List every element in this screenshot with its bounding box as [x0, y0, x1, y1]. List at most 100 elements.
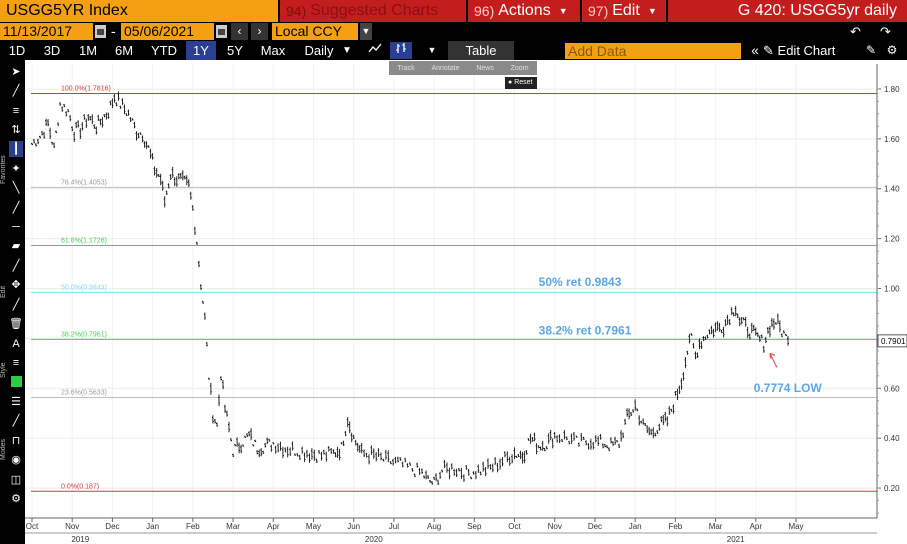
- side-toolbar: ➤ ╱ ≡ ⇅ ┃ ✦ ╲ ╱ ─ ▰ ╱ ✥ ╱ 🗑 A ≡ ☰ ╱ ⊓ ◉ …: [0, 60, 25, 544]
- pen-icon[interactable]: ╱: [12, 260, 20, 272]
- collapse-icon[interactable]: «: [751, 42, 759, 58]
- price-chart: 100.0%(1.7816) 76.4%(1.4053) 61.8%(1.1726)…: [25, 64, 907, 544]
- lock-icon[interactable]: ◫: [10, 474, 22, 486]
- draw-line-icon[interactable]: ╱: [12, 85, 20, 97]
- start-date-input[interactable]: 11/13/2017: [0, 23, 93, 40]
- trash-icon[interactable]: 🗑: [9, 318, 23, 330]
- frequency-dropdown-icon[interactable]: ▼: [342, 45, 352, 56]
- ray-icon[interactable]: ╱: [12, 202, 20, 214]
- x-tick-label: Jan: [629, 522, 642, 531]
- period-1y[interactable]: 1Y: [186, 41, 216, 60]
- caret-down-icon: ▼: [647, 6, 657, 16]
- text-icon[interactable]: A: [12, 338, 20, 350]
- color-green-icon[interactable]: [9, 374, 23, 390]
- eraser-icon[interactable]: ╱: [12, 299, 20, 311]
- frequency-select[interactable]: Daily: [304, 43, 334, 58]
- window-title-text: G 420: USGG5yr daily: [737, 2, 897, 19]
- fib-level-label: 23.6%(0.5633): [61, 389, 107, 396]
- annotate-mode[interactable]: Annotate: [431, 64, 460, 72]
- series-layer: [31, 91, 789, 486]
- x-year-label: 2021: [727, 535, 745, 544]
- period-3d[interactable]: 3D: [43, 43, 61, 58]
- fib-levels-icon[interactable]: ⇅: [11, 124, 21, 136]
- modes-label: Modes: [0, 438, 7, 460]
- settings-icon[interactable]: ⚙: [886, 43, 898, 57]
- x-tick-label: Sep: [467, 522, 482, 531]
- x-year-label: 2020: [365, 535, 383, 544]
- news-mode[interactable]: News: [476, 64, 494, 72]
- undo-icon[interactable]: ↶: [850, 24, 861, 39]
- annotation-layer: 50% ret 0.9843 38.2% ret 0.7961 0.7774 LOW: [539, 275, 823, 395]
- chart-mode-popup: Track Annotate News Zoom: [389, 61, 537, 75]
- annotation-label: 0.7774 LOW: [754, 381, 823, 395]
- period-1d[interactable]: 1D: [8, 43, 26, 58]
- next-period-icon[interactable]: ›: [251, 23, 268, 40]
- fibonacci-layer: 100.0%(1.7816) 76.4%(1.4053) 61.8%(1.1726)…: [31, 86, 877, 492]
- actions-menu[interactable]: 96) Actions ▼: [468, 0, 580, 22]
- x-tick-label: Mar: [709, 522, 723, 531]
- line-style-icon[interactable]: ≡: [12, 357, 20, 369]
- x-tick-label: Apr: [267, 522, 280, 531]
- line-width-icon[interactable]: ☰: [11, 396, 21, 408]
- channel-icon[interactable]: ▰: [11, 240, 21, 252]
- fib-level-label: 100.0%(1.7816): [61, 86, 111, 93]
- last-value-box: [877, 334, 907, 348]
- magnet-icon[interactable]: ⊓: [11, 435, 21, 447]
- y-tick-label: 1.80: [884, 85, 900, 94]
- x-year-label: 2019: [71, 535, 89, 544]
- diagonal-line-icon[interactable]: ╲: [12, 182, 20, 194]
- currency-dropdown-icon[interactable]: ▼: [360, 23, 372, 40]
- edit-label: Edit: [612, 2, 640, 19]
- period-6m[interactable]: 6M: [114, 43, 134, 58]
- calendar-icon[interactable]: [216, 25, 227, 38]
- chart-type-dropdown-icon[interactable]: ▼: [427, 45, 437, 55]
- redo-icon[interactable]: ↷: [880, 24, 891, 39]
- x-tick-label: Feb: [668, 522, 682, 531]
- axes-layer: 1.801.601.401.201.000.800.600.400.200.79…: [25, 64, 907, 544]
- last-value-label: 0.7901: [881, 337, 906, 346]
- date-range-bar: 11/13/2017 - 05/06/2021 ‹ › Local CCY ▼ …: [0, 22, 907, 41]
- gear-icon[interactable]: ⚙: [11, 493, 21, 505]
- fibonacci-icon[interactable]: ≡: [12, 105, 20, 117]
- period-ytd[interactable]: YTD: [151, 43, 177, 58]
- cursor-icon[interactable]: ➤: [11, 66, 21, 78]
- x-tick-label: Jun: [347, 522, 360, 531]
- period-1m[interactable]: 1M: [78, 43, 98, 58]
- table-button[interactable]: Table: [448, 41, 514, 60]
- x-tick-label: Dec: [105, 522, 119, 531]
- actions-label: Actions: [498, 2, 551, 19]
- track-mode[interactable]: Track: [397, 64, 415, 72]
- currency-select[interactable]: Local CCY: [272, 23, 358, 40]
- snap-icon[interactable]: ◉: [11, 454, 21, 466]
- period-5y[interactable]: 5Y: [227, 43, 243, 58]
- edit-chart-button[interactable]: ✎ Edit Chart: [763, 41, 835, 60]
- period-max[interactable]: Max: [260, 43, 286, 58]
- bar-chart-icon[interactable]: [390, 42, 412, 59]
- prev-period-icon[interactable]: ‹: [231, 23, 248, 40]
- ticker-label: USGG5YR Index: [6, 2, 128, 19]
- reset-button[interactable]: ● Reset: [505, 77, 537, 89]
- annotation-label: 50% ret 0.9843: [539, 275, 622, 289]
- brush-icon[interactable]: ✦: [11, 163, 21, 175]
- horizontal-line-icon[interactable]: ─: [12, 221, 20, 233]
- chart-window-title: G 420: USGG5yr daily: [668, 0, 907, 22]
- add-data-input[interactable]: Add Data: [565, 43, 741, 59]
- calendar-icon[interactable]: [95, 25, 106, 38]
- actions-num: 96): [474, 3, 495, 19]
- edit-menu[interactable]: 97) Edit ▼: [582, 0, 666, 22]
- suggested-charts-num: 94): [286, 3, 307, 19]
- dashed-line-icon[interactable]: ╱: [12, 415, 20, 427]
- line-chart-icon[interactable]: [366, 42, 384, 59]
- pencil-icon[interactable]: ✎: [865, 43, 877, 57]
- retracement-icon[interactable]: ┃: [9, 141, 23, 157]
- date-separator: -: [111, 23, 116, 39]
- y-tick-label: 0.40: [884, 434, 900, 443]
- ticker-field[interactable]: USGG5YR Index: [0, 0, 278, 22]
- period-toolbar: 1D 3D 1M 6M YTD 1Y 5Y Max Daily ▼ ▼ Tabl…: [0, 41, 907, 60]
- x-tick-label: May: [306, 522, 321, 531]
- fib-level-label: 0.0%(0.187): [61, 483, 99, 490]
- end-date-input[interactable]: 05/06/2021: [121, 23, 214, 40]
- suggested-charts-button[interactable]: 94) Suggested Charts: [280, 0, 466, 22]
- move-icon[interactable]: ✥: [11, 279, 21, 291]
- zoom-mode[interactable]: Zoom: [510, 64, 529, 72]
